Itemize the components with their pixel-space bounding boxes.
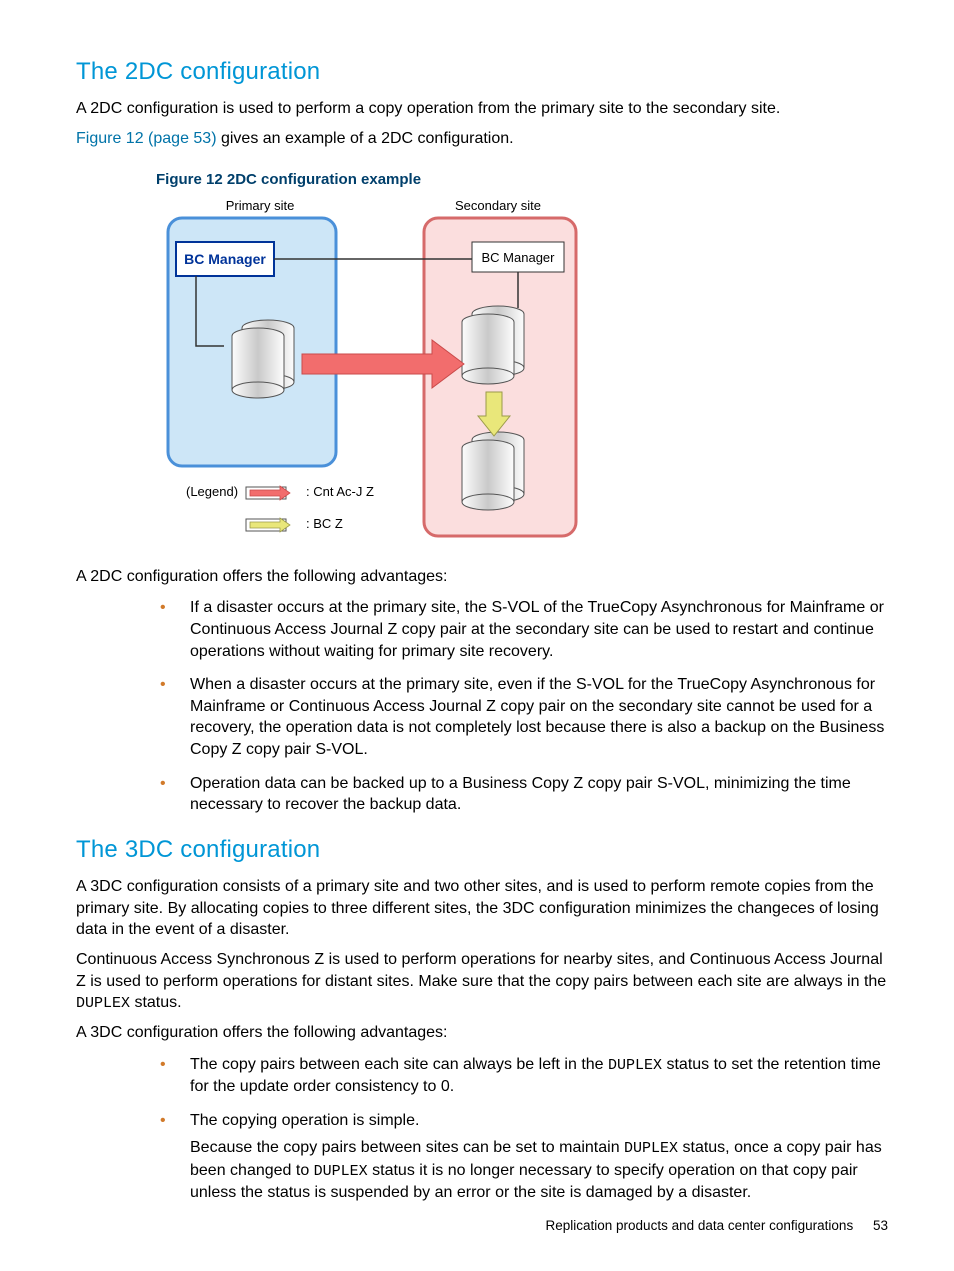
list-item: The copy pairs between each site can alw… [156, 1054, 888, 1098]
page-footer: Replication products and data center con… [546, 1217, 889, 1235]
legend-red-arrow [246, 486, 290, 500]
figure-12-link[interactable]: Figure 12 (page 53) [76, 130, 217, 147]
advantages-2dc-intro: A 2DC configuration offers the following… [76, 566, 888, 588]
secondary-top-cylinders [462, 306, 524, 384]
bc-manager-primary-text: BC Manager [184, 251, 266, 267]
list-item: When a disaster occurs at the primary si… [156, 674, 888, 760]
b1-a: The copy pairs between each site can alw… [190, 1056, 608, 1073]
footer-text: Replication products and data center con… [546, 1218, 854, 1233]
paragraph-3dc-p1: A 3DC configuration consists of a primar… [76, 876, 888, 941]
figure-12-ref-tail: gives an example of a 2DC configuration. [217, 130, 514, 147]
b2-sub: Because the copy pairs between sites can… [190, 1137, 888, 1203]
figure-12: Figure 12 2DC configuration example Prim… [156, 170, 888, 548]
list-item: If a disaster occurs at the primary site… [156, 597, 888, 662]
advantages-2dc-list: If a disaster occurs at the primary site… [156, 597, 888, 815]
b2-main: The copying operation is simple. [190, 1112, 419, 1129]
p2-code: DUPLEX [76, 995, 130, 1012]
b2-sub-a: Because the copy pairs between sites can… [190, 1139, 624, 1156]
b1-code: DUPLEX [608, 1057, 662, 1074]
paragraph-2dc-figref: Figure 12 (page 53) gives an example of … [76, 128, 888, 150]
p2-b: status. [130, 994, 182, 1011]
advantages-3dc-intro: A 3DC configuration offers the following… [76, 1022, 888, 1044]
b2-sub-code2: DUPLEX [314, 1163, 368, 1180]
list-item: The copying operation is simple. Because… [156, 1110, 888, 1204]
primary-site-label: Primary site [226, 198, 295, 213]
list-item: Operation data can be backed up to a Bus… [156, 773, 888, 816]
figure-12-diagram: Primary site Secondary site BC Manager B… [156, 196, 588, 548]
p2-a: Continuous Access Synchronous Z is used … [76, 951, 886, 990]
secondary-bottom-cylinders [462, 432, 524, 510]
advantages-3dc-list: The copy pairs between each site can alw… [156, 1054, 888, 1204]
b2-sub-code1: DUPLEX [624, 1140, 678, 1157]
secondary-site-label: Secondary site [455, 198, 541, 213]
legend-red-label: : Cnt Ac-J Z [306, 484, 374, 499]
primary-cylinders [232, 320, 294, 398]
figure-12-caption: Figure 12 2DC configuration example [156, 170, 888, 190]
bc-manager-secondary-text: BC Manager [482, 250, 556, 265]
page-number: 53 [873, 1218, 888, 1233]
legend-yellow-arrow [246, 518, 290, 532]
paragraph-3dc-p2: Continuous Access Synchronous Z is used … [76, 949, 888, 1014]
heading-3dc: The 3DC configuration [76, 834, 888, 866]
paragraph-2dc-intro: A 2DC configuration is used to perform a… [76, 98, 888, 120]
legend-yellow-label: : BC Z [306, 516, 343, 531]
document-page: The 2DC configuration A 2DC configuratio… [0, 0, 954, 1271]
heading-2dc: The 2DC configuration [76, 56, 888, 88]
legend-title: (Legend) [186, 484, 238, 499]
